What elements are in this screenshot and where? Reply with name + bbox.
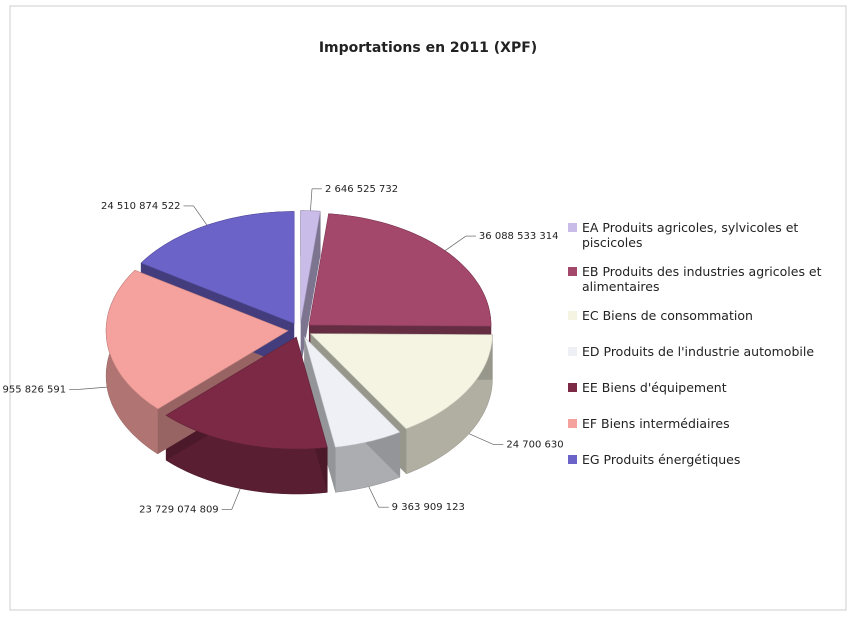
legend-item: EF Biens intermédiaires	[568, 416, 848, 438]
legend-label: EC Biens de consommation	[582, 308, 753, 323]
data-label: 9 363 909 123	[392, 502, 465, 513]
leader-line	[368, 486, 380, 508]
legend-swatch	[568, 455, 577, 464]
data-label: 24 510 874 522	[101, 201, 181, 212]
leader-line	[193, 205, 208, 226]
legend-swatch	[568, 311, 577, 320]
legend-label: EG Produits énergétiques	[582, 452, 741, 467]
slice-edge	[300, 211, 321, 368]
data-label: 23 729 074 809	[139, 505, 219, 516]
slice	[309, 333, 493, 430]
leader-line	[444, 235, 467, 251]
legend-swatch	[568, 419, 577, 428]
legend-label: EA Produits agricoles, sylvicoles et pis…	[582, 220, 799, 250]
slice	[105, 269, 289, 410]
data-label: 36 088 533 314	[479, 231, 559, 242]
legend-label: ED Produits de l'industrie automobile	[582, 344, 815, 359]
legend-item: EE Biens d'équipement	[568, 380, 848, 402]
slice	[300, 210, 321, 323]
legend-item: EB Produits des industries agricoles et …	[568, 264, 848, 294]
legend-swatch	[568, 267, 577, 276]
leader-line	[468, 433, 494, 445]
chart-title: Importations en 2011 (XPF)	[319, 40, 537, 56]
slice	[165, 336, 328, 450]
data-label: 32 955 826 591	[0, 384, 66, 395]
legend-item: EA Produits agricoles, sylvicoles et pis…	[568, 220, 848, 250]
legend-item: ED Produits de l'industrie automobile	[568, 344, 848, 366]
leader-line	[231, 488, 241, 510]
legend: EA Produits agricoles, sylvicoles et pis…	[568, 220, 848, 488]
data-label: 2 646 525 732	[325, 184, 398, 195]
legend-label: EB Produits des industries agricoles et …	[582, 264, 822, 294]
legend-swatch	[568, 383, 577, 392]
legend-swatch	[568, 223, 577, 232]
slice	[303, 335, 401, 448]
leader-line	[310, 188, 313, 211]
legend-label: EF Biens intermédiaires	[582, 416, 730, 431]
legend-item: EG Produits énergétiques	[568, 452, 848, 474]
data-label: 24 700 630	[506, 439, 563, 450]
pie-tops	[105, 210, 493, 450]
legend-swatch	[568, 347, 577, 356]
leader-line	[79, 386, 108, 390]
legend-item: EC Biens de consommation	[568, 308, 848, 330]
legend-label: EE Biens d'équipement	[582, 380, 727, 395]
slice	[308, 213, 492, 327]
